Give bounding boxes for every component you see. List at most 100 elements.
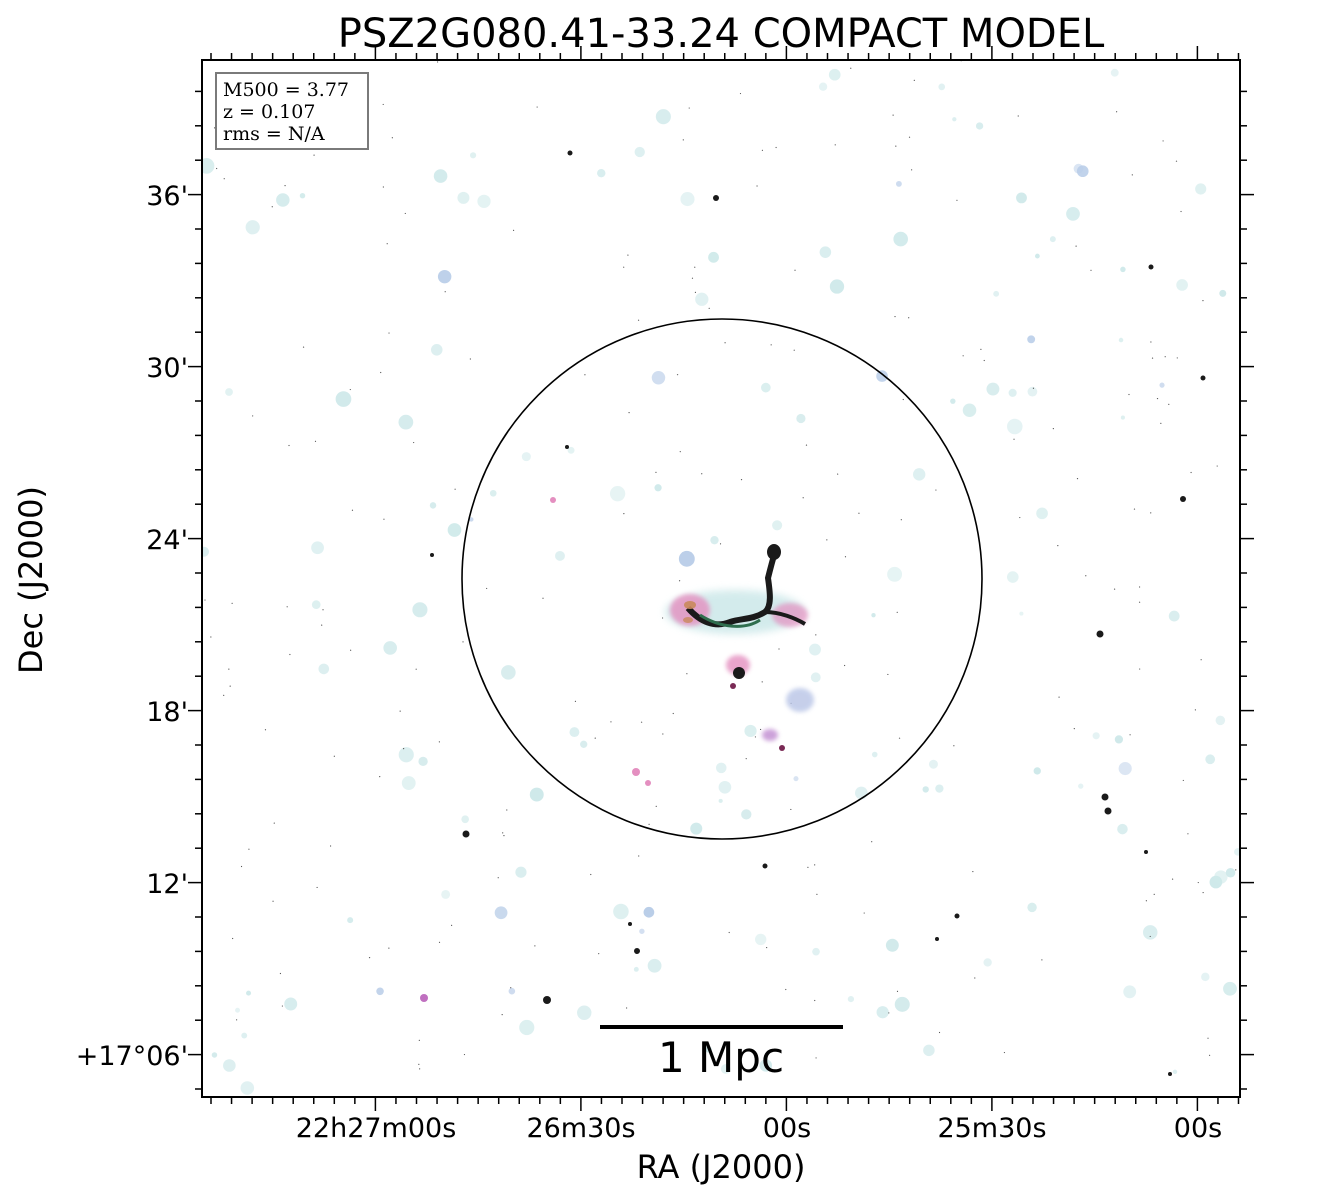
noise-dot <box>273 822 275 824</box>
noise-dot <box>628 411 630 414</box>
faint-source <box>469 517 474 522</box>
faint-source <box>311 541 324 555</box>
noise-dot <box>1129 734 1131 736</box>
noise-dot <box>438 741 440 743</box>
noise-dot <box>382 186 384 188</box>
noise-dot <box>815 634 817 636</box>
faint-source <box>993 290 1000 297</box>
faint-source <box>1110 68 1119 77</box>
noise-dot <box>419 1068 421 1070</box>
noise-dot <box>895 145 897 147</box>
noise-dot <box>271 206 273 208</box>
point-source <box>1168 1072 1172 1076</box>
noise-dot <box>288 444 290 447</box>
info-box: M500 = 3.77 z = 0.107 rms = N/A <box>215 72 369 150</box>
noise-dot <box>1131 174 1133 176</box>
faint-source <box>1033 767 1041 775</box>
faint-source <box>871 751 878 758</box>
faint-source <box>223 1059 236 1072</box>
noise-dot <box>938 1031 941 1034</box>
faint-source <box>235 1007 240 1013</box>
noise-dot <box>655 471 657 473</box>
faint-source <box>433 169 448 183</box>
faint-source <box>418 756 428 767</box>
noise-dot <box>694 266 696 268</box>
faint-source <box>284 997 298 1011</box>
faint-source <box>810 672 821 683</box>
noise-dot <box>1187 833 1189 835</box>
noise-dot <box>648 823 650 825</box>
faint-source <box>634 146 645 158</box>
noise-dot <box>210 636 212 638</box>
noise-dot <box>682 139 684 141</box>
noise-dot <box>775 146 777 149</box>
noise-dot <box>637 319 640 321</box>
point-source <box>430 553 434 557</box>
info-line-rms: rms = N/A <box>223 123 325 145</box>
noise-dot <box>444 291 446 293</box>
noise-dot <box>1168 403 1170 406</box>
noise-dot <box>896 990 899 992</box>
faint-source <box>299 192 306 199</box>
noise-dot <box>850 67 852 69</box>
faint-source <box>457 191 470 204</box>
noise-dot <box>1194 709 1196 711</box>
faint-source <box>447 523 462 537</box>
faint-source <box>720 1064 731 1074</box>
noise-dot <box>302 346 305 348</box>
noise-dot <box>383 518 385 520</box>
noise-dot <box>314 440 317 442</box>
noise-dot <box>281 1005 283 1007</box>
noise-dot <box>834 144 836 146</box>
faint-source <box>1205 754 1216 765</box>
x-tick-label: 00s <box>763 1113 811 1144</box>
noise-dot <box>272 900 274 902</box>
faint-source <box>950 398 956 404</box>
noise-dot <box>403 747 405 750</box>
noise-dot <box>1145 900 1147 902</box>
faint-source <box>796 413 806 424</box>
faint-source <box>577 1005 592 1020</box>
noise-dot <box>623 266 625 268</box>
faint-source <box>429 502 437 509</box>
noise-dot <box>204 599 206 601</box>
noise-dot <box>863 912 865 914</box>
y-axis-label: Dec (J2000) <box>12 486 50 674</box>
faint-source <box>613 903 629 920</box>
faint-source <box>1120 266 1126 273</box>
noise-dot <box>956 199 958 201</box>
x-tick-labels: 22h27m00s 26m30s 00s 25m30s 00s <box>296 1113 1223 1144</box>
faint-source <box>819 246 832 258</box>
noise-dot <box>594 737 596 739</box>
faint-source <box>437 269 452 284</box>
noise-dot <box>1057 545 1059 547</box>
noise-dot <box>1076 478 1079 480</box>
point-source <box>954 913 960 919</box>
faint-source <box>1214 870 1228 884</box>
faint-source <box>643 906 655 918</box>
noise-dot <box>454 488 456 490</box>
faint-source <box>871 612 876 618</box>
noise-dot <box>662 733 664 735</box>
faint-source <box>639 928 645 934</box>
faint-source <box>477 194 491 208</box>
faint-source <box>1234 848 1240 856</box>
faint-source <box>1076 165 1089 178</box>
faint-source <box>494 906 508 920</box>
faint-source <box>690 822 703 835</box>
faint-source <box>744 724 757 738</box>
point-source <box>1104 807 1112 815</box>
noise-dot <box>898 737 901 739</box>
faint-source <box>962 403 977 418</box>
noise-dot <box>418 1039 420 1041</box>
faint-source <box>401 776 416 790</box>
noise-dot <box>1149 935 1151 938</box>
faint-source <box>1027 902 1037 913</box>
noise-dot <box>1041 959 1043 961</box>
noise-dot <box>1160 422 1162 424</box>
noise-dot <box>638 855 640 857</box>
faint-source <box>893 231 909 247</box>
faint-source <box>508 987 516 995</box>
noise-dot <box>778 648 780 650</box>
